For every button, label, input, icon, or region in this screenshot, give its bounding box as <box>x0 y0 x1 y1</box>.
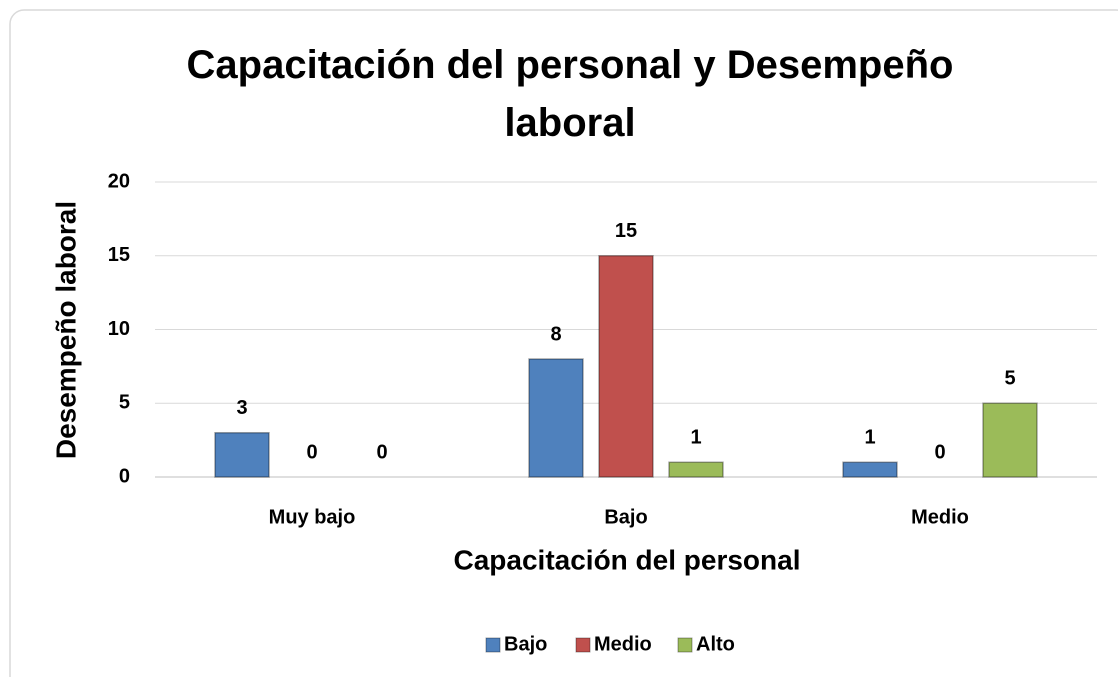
x-tick-label: Bajo <box>604 506 647 528</box>
x-tick-label: Muy bajo <box>269 506 356 528</box>
data-label: 0 <box>934 441 945 463</box>
y-tick-label: 10 <box>108 318 130 340</box>
bar <box>842 461 898 478</box>
data-label: 0 <box>306 441 317 463</box>
data-label: 8 <box>550 323 561 345</box>
y-tick-label: 0 <box>119 465 130 487</box>
data-label: 15 <box>615 220 637 242</box>
y-tick-label: 15 <box>108 244 130 266</box>
data-label: 1 <box>690 427 701 449</box>
legend-label: Bajo <box>504 633 547 655</box>
legend-label: Medio <box>594 633 652 655</box>
bar <box>598 255 654 478</box>
bar <box>668 461 724 478</box>
legend-swatch <box>677 637 693 653</box>
chart-title: Capacitación del personal y Desempeño la… <box>186 43 954 145</box>
data-label: 1 <box>864 427 875 449</box>
chart-border <box>9 9 1118 677</box>
y-tick-label: 5 <box>119 392 130 414</box>
data-label: 3 <box>236 397 247 419</box>
legend-swatch <box>485 637 501 653</box>
y-axis-title: Desempeño laboral <box>50 201 81 459</box>
bar <box>528 358 584 478</box>
x-tick-label: Medio <box>911 506 969 528</box>
legend-swatch <box>575 637 591 653</box>
y-tick-label: 20 <box>108 170 130 192</box>
x-axis-title: Capacitación del personal <box>454 544 801 575</box>
data-label: 0 <box>376 441 387 463</box>
bar <box>214 432 270 478</box>
bar <box>982 402 1038 478</box>
legend-label: Alto <box>696 633 735 655</box>
data-label: 5 <box>1004 368 1015 390</box>
